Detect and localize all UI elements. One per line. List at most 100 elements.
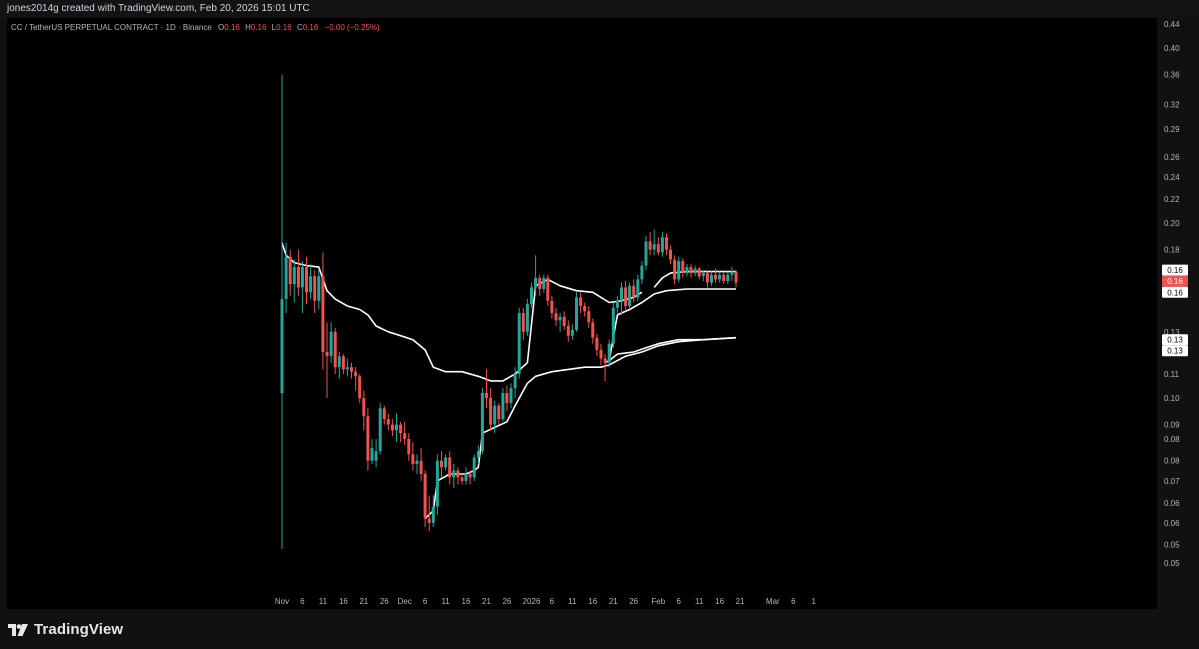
candle-body bbox=[309, 276, 313, 293]
candle bbox=[685, 264, 689, 277]
price-tag-box bbox=[1162, 345, 1188, 357]
indicator-line bbox=[604, 336, 737, 364]
high-value: 0.16 bbox=[251, 23, 267, 32]
candle-body bbox=[460, 477, 464, 481]
candle bbox=[611, 302, 615, 348]
y-tick-label: 0.05 bbox=[1164, 559, 1180, 568]
candle bbox=[632, 279, 636, 303]
y-tick-label: 0.24 bbox=[1164, 173, 1180, 182]
candle-body bbox=[566, 326, 570, 336]
candle bbox=[296, 249, 300, 296]
candle bbox=[440, 451, 443, 478]
candle bbox=[530, 282, 533, 308]
candle-body bbox=[407, 439, 411, 455]
candle bbox=[468, 470, 472, 485]
candle-body bbox=[562, 316, 566, 326]
x-tick-label: 6 bbox=[423, 597, 428, 606]
candle-body bbox=[411, 454, 415, 464]
candle-body bbox=[521, 313, 525, 332]
x-tick-label: 6 bbox=[791, 597, 796, 606]
candle-body bbox=[570, 329, 574, 336]
candle-body bbox=[714, 274, 717, 280]
candle-body bbox=[374, 451, 378, 461]
candle bbox=[697, 267, 701, 280]
candle bbox=[407, 433, 411, 461]
candle bbox=[403, 421, 407, 446]
candle-body bbox=[554, 313, 558, 321]
candle bbox=[354, 367, 358, 391]
candle-body bbox=[354, 371, 358, 377]
candle bbox=[575, 292, 578, 332]
y-tick-label: 0.07 bbox=[1164, 477, 1180, 486]
candle-body bbox=[591, 322, 595, 338]
candle bbox=[395, 413, 398, 442]
candle-body bbox=[415, 460, 419, 464]
candle-body bbox=[550, 300, 554, 314]
candle-body bbox=[734, 271, 738, 283]
candle bbox=[726, 271, 730, 285]
y-tick-label: 0.10 bbox=[1164, 394, 1180, 403]
candle bbox=[329, 322, 333, 363]
candle bbox=[677, 256, 681, 283]
candle-body bbox=[677, 261, 681, 280]
plot-area bbox=[7, 18, 1157, 609]
y-tick-label: 0.26 bbox=[1164, 153, 1180, 162]
candle bbox=[513, 367, 517, 398]
chart-header: jones2014g created with TradingView.com,… bbox=[0, 0, 1199, 18]
candle-body bbox=[325, 352, 329, 357]
candle-body bbox=[656, 244, 660, 253]
candle-body bbox=[628, 285, 632, 306]
candle-body bbox=[640, 265, 644, 280]
candle-body bbox=[624, 287, 628, 306]
candle-body bbox=[710, 274, 713, 283]
y-tick-label: 0.18 bbox=[1164, 246, 1180, 255]
candle-body bbox=[329, 331, 333, 357]
price-tag-box bbox=[1162, 286, 1188, 298]
price-chart[interactable]: 0.44 0.40 0.36 0.32 0.29 0.26 0.24 0.22 0.20 0.18… bbox=[0, 18, 1199, 609]
candle-body bbox=[636, 279, 640, 298]
y-tick-label: 0.11 bbox=[1164, 370, 1180, 379]
candle bbox=[714, 268, 717, 283]
candle-body bbox=[673, 259, 677, 280]
candle-body bbox=[440, 460, 443, 468]
candle-body bbox=[615, 300, 619, 308]
candle bbox=[521, 307, 525, 340]
x-tick-label: 11 bbox=[695, 597, 704, 606]
candle-body bbox=[534, 277, 538, 288]
x-tick-label: 26 bbox=[502, 597, 511, 606]
candle-body bbox=[358, 376, 362, 399]
candle-body bbox=[575, 297, 578, 330]
candle-body bbox=[341, 356, 345, 370]
x-tick-label: Dec bbox=[398, 597, 412, 606]
candle bbox=[345, 358, 349, 377]
candle-body bbox=[669, 249, 672, 260]
tradingview-logo[interactable]: TradingView bbox=[8, 621, 123, 638]
candle-body bbox=[399, 424, 403, 434]
candle bbox=[350, 362, 353, 379]
candle bbox=[624, 281, 628, 312]
x-tick-label: 11 bbox=[441, 597, 450, 606]
y-tick-label: 0.44 bbox=[1164, 20, 1180, 29]
price-tag-box bbox=[1162, 334, 1188, 346]
candle-body bbox=[595, 337, 599, 350]
candle bbox=[419, 448, 423, 481]
x-tick-label: 21 bbox=[359, 597, 368, 606]
candle bbox=[570, 324, 574, 340]
candle-body bbox=[693, 268, 697, 274]
candle-body bbox=[305, 267, 308, 293]
candle bbox=[374, 439, 378, 468]
symbol-name: CC / TetherUS PERPETUAL CONTRACT · 1D · … bbox=[11, 23, 212, 32]
y-tick-label: 0.20 bbox=[1164, 219, 1180, 228]
candle bbox=[435, 454, 439, 515]
candle-body bbox=[705, 273, 709, 283]
price-tag: 0.16 bbox=[1162, 275, 1188, 287]
candle-body bbox=[300, 267, 304, 288]
candle bbox=[333, 327, 337, 374]
y-tick-label: 0.40 bbox=[1164, 44, 1180, 53]
y-tick-label: 0.09 bbox=[1164, 421, 1180, 430]
x-tick-label: 6 bbox=[300, 597, 305, 606]
close-label: C bbox=[297, 23, 303, 32]
candle-body bbox=[542, 277, 546, 289]
candle bbox=[476, 445, 480, 464]
candle bbox=[673, 255, 677, 285]
